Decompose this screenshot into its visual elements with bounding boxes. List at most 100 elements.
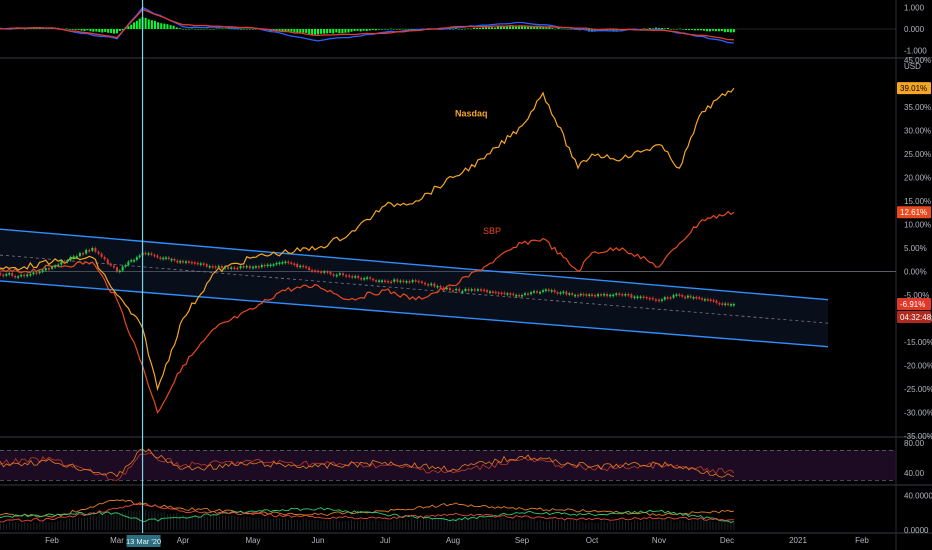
dmi-volume-bar [323, 520, 325, 530]
macd-histogram-bar [687, 29, 690, 31]
macd-histogram-bar [551, 28, 554, 29]
macd-histogram-bar [720, 29, 723, 32]
macd-histogram-bar [681, 29, 684, 30]
macd-panel[interactable] [0, 6, 896, 44]
price-candle [284, 261, 287, 264]
macd-histogram-bar [467, 28, 469, 30]
price-candle [606, 293, 609, 297]
macd-histogram-bar [374, 29, 377, 31]
dmi-volume-bar [548, 521, 550, 530]
dmi-volume-bar [299, 520, 301, 530]
price-candle [20, 274, 23, 277]
macd-histogram-bar [479, 27, 481, 29]
price-candle [684, 296, 687, 299]
dmi-volume-bar [148, 511, 150, 530]
sbp-line[interactable] [0, 210, 735, 414]
price-candle [715, 300, 718, 303]
price-candle [208, 266, 211, 268]
price-candle [597, 294, 600, 297]
dmi-volume-bar [506, 519, 508, 530]
price-candle [663, 297, 666, 300]
dmi-volume-bar [42, 521, 44, 530]
dmi-volume-bar [18, 523, 20, 530]
macd-histogram-bar [191, 28, 194, 30]
rsi-panel[interactable] [0, 448, 896, 481]
macd-histogram-bar [153, 20, 156, 29]
dmi-volume-bar [667, 520, 669, 530]
dmi-volume-bar [384, 520, 386, 530]
price-candle [63, 261, 66, 263]
dmi-volume-bar [582, 522, 584, 530]
channel-lower-line[interactable] [0, 280, 829, 348]
macd-histogram-bar [160, 23, 163, 29]
price-candle [230, 267, 233, 269]
price-last-value-badge [897, 297, 931, 310]
price-candle [311, 269, 314, 272]
dmi-volume-bar [98, 513, 100, 530]
macd-histogram-bar [101, 29, 104, 33]
dmi-volume-bar [113, 514, 115, 530]
time-axis-tick: Feb [45, 536, 59, 545]
main-price-panel[interactable]: Nasdaq SBP [0, 87, 896, 414]
macd-histogram-bar [473, 27, 475, 29]
dmi-volume-bar [119, 513, 121, 530]
price-axis-tick: 0.00% [904, 268, 927, 277]
price-candle [612, 294, 615, 297]
dmi-volume-bar [661, 519, 663, 530]
nasdaq-line[interactable] [0, 87, 735, 392]
dmi-volume-bar [411, 518, 413, 530]
macd-histogram-bar [80, 29, 83, 31]
dmi-volume-bar [396, 519, 398, 530]
dmi-volume-bar [33, 521, 35, 530]
dmi-volume-bar [12, 521, 14, 530]
price-candle [272, 264, 275, 266]
channel-upper-line[interactable] [0, 228, 829, 301]
macd-histogram-bar [678, 28, 681, 30]
dmi-volume-bar [685, 521, 687, 530]
macd-histogram-bar [368, 29, 371, 31]
macd-histogram-bar [569, 29, 572, 30]
price-candle [184, 261, 187, 263]
price-candle [542, 290, 544, 292]
dmi-volume-bar [694, 520, 696, 530]
dmi-volume-bar [718, 521, 720, 530]
dmi-volume-bar [422, 517, 424, 530]
price-candle [116, 267, 118, 272]
price-candle [544, 289, 547, 292]
price-candle [442, 287, 445, 290]
dmi-volume-bar [360, 519, 362, 530]
macd-histogram-bar [278, 29, 281, 32]
dmi-volume-bar [509, 520, 511, 530]
price-candle [153, 254, 156, 257]
price-candle [266, 264, 269, 267]
price-candle [44, 268, 47, 271]
macd-histogram-bar [230, 28, 233, 30]
price-axis-tick: -25.00% [904, 385, 932, 394]
price-candle [452, 290, 454, 292]
price-candle [248, 265, 251, 269]
macd-histogram-bar [317, 29, 319, 35]
price-candle [278, 262, 281, 265]
macd-histogram-bar [362, 29, 365, 31]
dmi-volume-bar [652, 520, 654, 530]
dmi-panel[interactable] [0, 499, 735, 530]
price-candle [476, 289, 479, 291]
price-candle [214, 266, 217, 268]
price-candle [26, 274, 29, 277]
macd-histogram-bar [188, 29, 191, 30]
dmi-volume-bar [3, 523, 5, 530]
macd-histogram-bar [212, 29, 215, 30]
dmi-volume-bar [473, 519, 475, 530]
crosshair-date-label: 13 Mar '20 [126, 537, 161, 546]
dmi-volume-bar [234, 516, 236, 530]
macd-histogram-bar [335, 29, 338, 33]
dmi-volume-bar [287, 520, 289, 530]
dmi-volume-bar [730, 521, 732, 530]
macd-line [0, 6, 734, 44]
macd-histogram-bar [458, 29, 460, 30]
macd-histogram-bar [651, 28, 654, 29]
price-candle [202, 263, 205, 265]
macd-histogram-bar [386, 29, 389, 30]
dmi-volume-bar [182, 514, 184, 530]
